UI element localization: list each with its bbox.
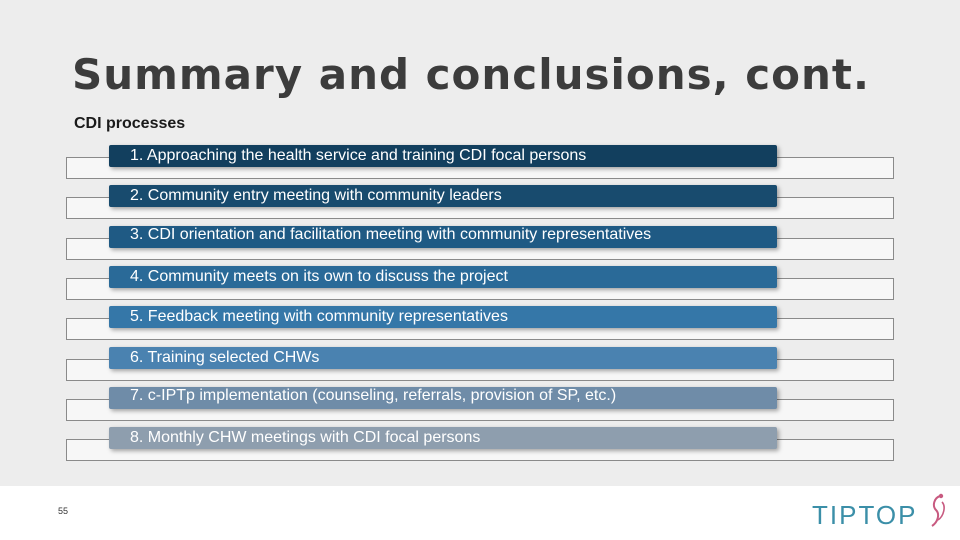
- process-step-5: 5. Feedback meeting with community repre…: [109, 306, 777, 328]
- process-step-3: 3. CDI orientation and facilitation meet…: [109, 226, 777, 248]
- tiptop-logo: TIPTOP: [812, 492, 952, 532]
- logo-wordmark: TIPTOP: [812, 500, 918, 530]
- section-subtitle: CDI processes: [74, 115, 186, 132]
- process-step-7: 7. c-IPTp implementation (counseling, re…: [109, 387, 777, 409]
- mother-child-icon: [931, 493, 945, 527]
- process-step-4: 4. Community meets on its own to discuss…: [109, 266, 777, 288]
- page-title: Summary and conclusions, cont.: [72, 50, 870, 99]
- slide-footer: [0, 486, 960, 540]
- process-step-2: 2. Community entry meeting with communit…: [109, 185, 777, 207]
- process-step-1: 1. Approaching the health service and tr…: [109, 145, 777, 167]
- process-step-6: 6. Training selected CHWs: [109, 347, 777, 369]
- process-step-8: 8. Monthly CHW meetings with CDI focal p…: [109, 427, 777, 449]
- page-number: 55: [58, 506, 69, 516]
